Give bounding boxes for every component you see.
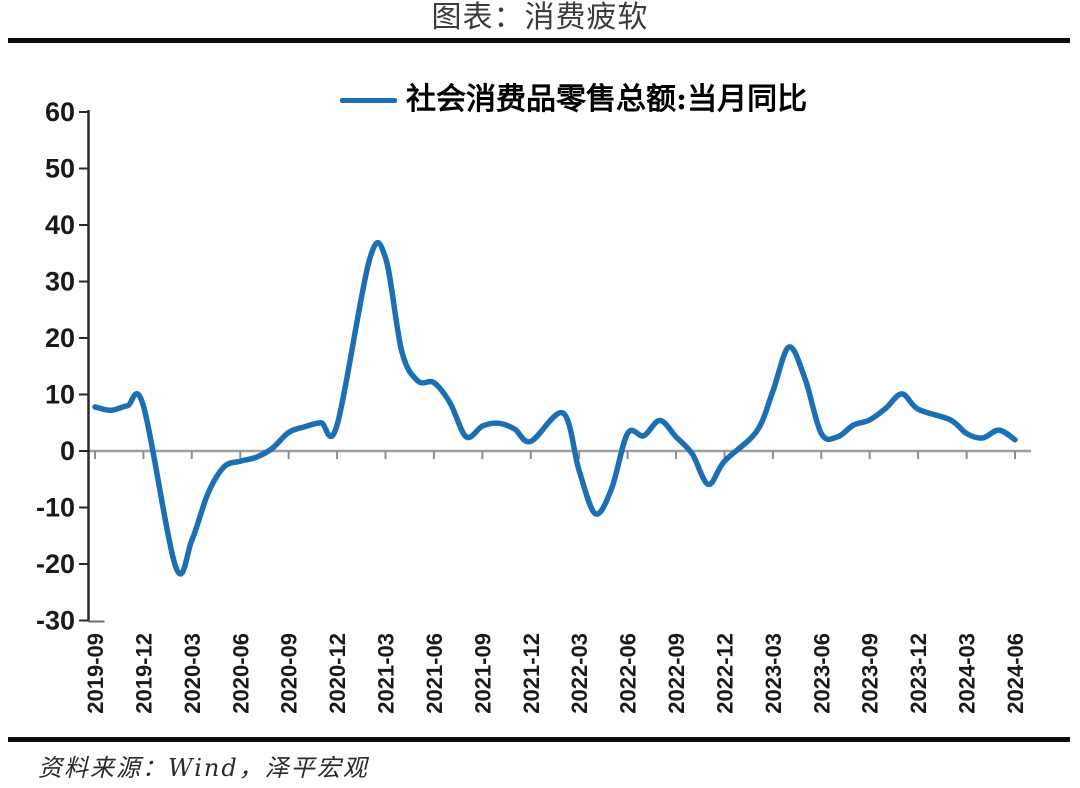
x-tick-label: 2021-06 bbox=[422, 633, 447, 714]
y-tick-label: 0 bbox=[60, 436, 75, 466]
x-tick-label: 2023-09 bbox=[858, 633, 883, 714]
x-tick-label: 2022-09 bbox=[664, 633, 689, 714]
y-tick-label: -20 bbox=[36, 549, 75, 579]
legend-label: 社会消费品零售总额:当月同比 bbox=[406, 82, 808, 117]
y-tick-label: -10 bbox=[36, 493, 75, 523]
x-tick-label: 2019-09 bbox=[83, 633, 108, 714]
x-tick-label: 2019-12 bbox=[131, 633, 156, 714]
x-tick-label: 2024-06 bbox=[1003, 633, 1028, 714]
x-tick-label: 2024-03 bbox=[955, 633, 980, 714]
y-tick-label: -30 bbox=[36, 606, 75, 636]
x-tick-label: 2022-06 bbox=[616, 633, 641, 714]
x-tick-label: 2022-12 bbox=[713, 633, 738, 714]
x-tick-label: 2020-12 bbox=[325, 633, 350, 714]
chart-title: 图表：消费疲软 bbox=[431, 0, 649, 35]
legend: 社会消费品零售总额:当月同比 bbox=[340, 83, 807, 117]
bottom-rule bbox=[8, 737, 1070, 742]
source-note: 资料来源：Wind，泽平宏观 bbox=[38, 754, 369, 782]
x-tick-label: 2023-03 bbox=[761, 633, 786, 714]
x-tick-label: 2020-03 bbox=[180, 633, 205, 714]
legend-line-swatch bbox=[340, 97, 397, 103]
y-tick-label: 60 bbox=[45, 97, 75, 127]
y-tick-label: 10 bbox=[45, 380, 75, 410]
top-rule bbox=[8, 38, 1070, 43]
x-tick-label: 2021-09 bbox=[470, 633, 495, 714]
x-tick-label: 2022-03 bbox=[567, 633, 592, 714]
x-tick-label: 2023-06 bbox=[809, 633, 834, 714]
x-tick-label: 2020-06 bbox=[228, 633, 253, 714]
y-tick-label: 30 bbox=[45, 267, 75, 297]
x-tick-label: 2020-09 bbox=[277, 633, 302, 714]
y-tick-label: 50 bbox=[45, 154, 75, 184]
x-tick-label: 2021-03 bbox=[374, 633, 399, 714]
y-tick-label: 20 bbox=[45, 323, 75, 353]
x-tick-label: 2021-12 bbox=[519, 633, 544, 714]
x-tick-label: 2023-12 bbox=[906, 633, 931, 714]
y-tick-label: 40 bbox=[45, 210, 75, 240]
series-line bbox=[92, 240, 1018, 577]
